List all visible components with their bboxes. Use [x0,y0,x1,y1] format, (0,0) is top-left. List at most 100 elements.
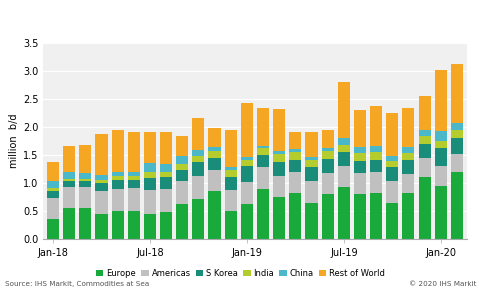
Bar [256,189,268,239]
Text: Source: IHS Markit, Commodities at Sea: Source: IHS Markit, Commodities at Sea [5,281,149,287]
Bar [321,148,333,151]
Bar [273,154,285,162]
Bar [95,183,108,192]
Bar [418,144,430,158]
Bar [240,157,252,160]
Bar [63,146,75,172]
Bar [273,176,285,197]
Text: © 2020 IHS Markit: © 2020 IHS Markit [408,281,475,287]
Bar [321,194,333,239]
Bar [337,138,349,145]
Bar [160,132,172,164]
Bar [353,173,365,194]
Bar [353,147,365,153]
Bar [95,134,108,175]
Bar [208,158,220,170]
Bar [450,172,462,239]
Bar [176,136,188,156]
Bar [63,181,75,187]
Bar [288,132,301,149]
Bar [160,189,172,212]
Bar [224,167,236,170]
Bar [256,148,268,155]
Bar [305,157,317,160]
Bar [208,170,220,192]
Bar [127,187,140,211]
Bar [47,198,59,219]
Bar [385,156,397,161]
Bar [385,203,397,239]
Bar [450,123,462,130]
Bar [176,164,188,170]
Bar [47,188,59,191]
Bar [79,208,91,239]
Bar [208,151,220,158]
Bar [401,147,414,153]
Bar [127,180,140,187]
Bar [224,190,236,211]
Bar [418,130,430,136]
Bar [401,108,414,147]
Bar [450,154,462,172]
Bar [63,208,75,239]
Bar [127,132,140,172]
Bar [111,172,123,176]
Bar [95,180,108,183]
Bar [144,178,156,190]
Bar [160,172,172,177]
Bar [369,146,382,152]
Bar [192,118,204,150]
Bar [369,193,382,239]
Y-axis label: million  b/d: million b/d [9,114,19,168]
Bar [418,158,430,177]
Bar [176,204,188,239]
Bar [418,136,430,144]
Bar [95,192,108,214]
Bar [337,145,349,152]
Bar [240,204,252,239]
Bar [47,219,59,239]
Bar [369,152,382,160]
Bar [288,193,301,239]
Bar [160,177,172,189]
Bar [256,146,268,148]
Bar [256,107,268,146]
Bar [127,176,140,180]
Bar [273,162,285,176]
Bar [240,182,252,204]
Bar [176,181,188,204]
Bar [418,177,430,239]
Bar [305,160,317,167]
Bar [385,181,397,203]
Bar [273,197,285,239]
Bar [95,214,108,239]
Bar [288,172,301,193]
Bar [192,162,204,176]
Text: US Crude Oil Exports by Origin: US Crude Oil Exports by Origin [6,12,208,25]
Bar [305,181,317,203]
Bar [144,214,156,239]
Bar [240,160,252,166]
Bar [305,203,317,239]
Bar [224,130,236,167]
Bar [337,152,349,166]
Bar [450,64,462,123]
Bar [434,166,446,186]
Bar [321,159,333,173]
Bar [127,172,140,176]
Bar [63,172,75,179]
Bar [47,181,59,188]
Bar [63,179,75,181]
Bar [450,130,462,138]
Bar [79,173,91,179]
Bar [144,132,156,163]
Bar [47,191,59,198]
Bar [401,174,414,193]
Legend: Europe, Americas, S Korea, India, China, Rest of World: Europe, Americas, S Korea, India, China,… [93,265,387,281]
Bar [79,179,91,181]
Bar [353,153,365,161]
Bar [208,128,220,147]
Bar [337,187,349,239]
Bar [144,173,156,178]
Bar [434,148,446,166]
